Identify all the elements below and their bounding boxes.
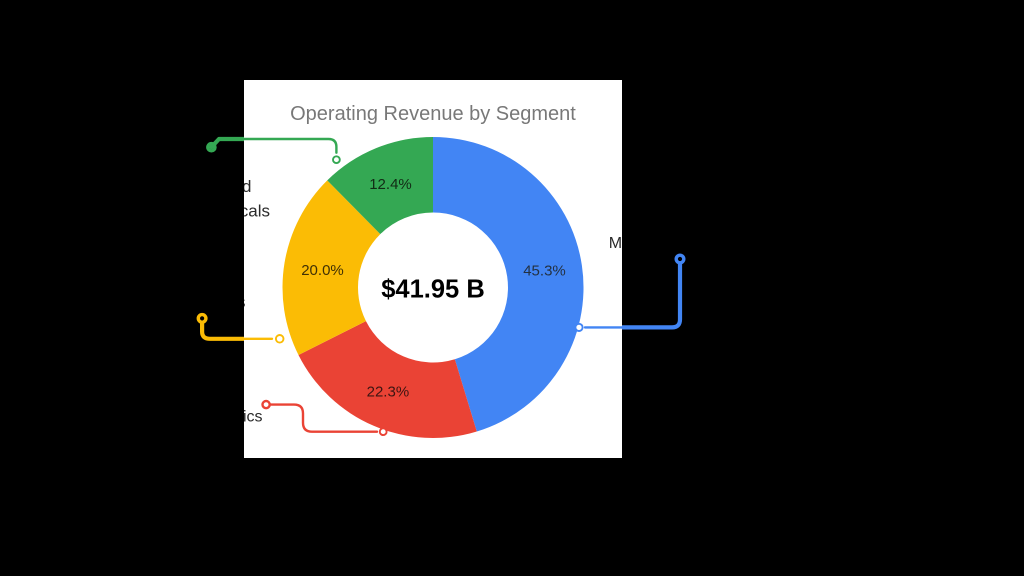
svg-text:Operating Revenue by Segment: Operating Revenue by Segment (290, 103, 576, 125)
svg-text:Machinery: Machinery (609, 235, 683, 252)
svg-text:Metals: Metals (195, 293, 245, 312)
svg-text:$41.95 B: $41.95 B (381, 276, 485, 304)
svg-text:Electronics: Electronics (184, 409, 262, 426)
svg-text:Chemicals: Chemicals (191, 201, 270, 220)
svg-text:22.3%: 22.3% (367, 384, 410, 401)
svg-text:20.0%: 20.0% (301, 262, 344, 279)
svg-text:12.4%: 12.4% (369, 176, 412, 193)
svg-text:45.3%: 45.3% (523, 263, 566, 280)
svg-text:Food and: Food and (180, 177, 252, 196)
